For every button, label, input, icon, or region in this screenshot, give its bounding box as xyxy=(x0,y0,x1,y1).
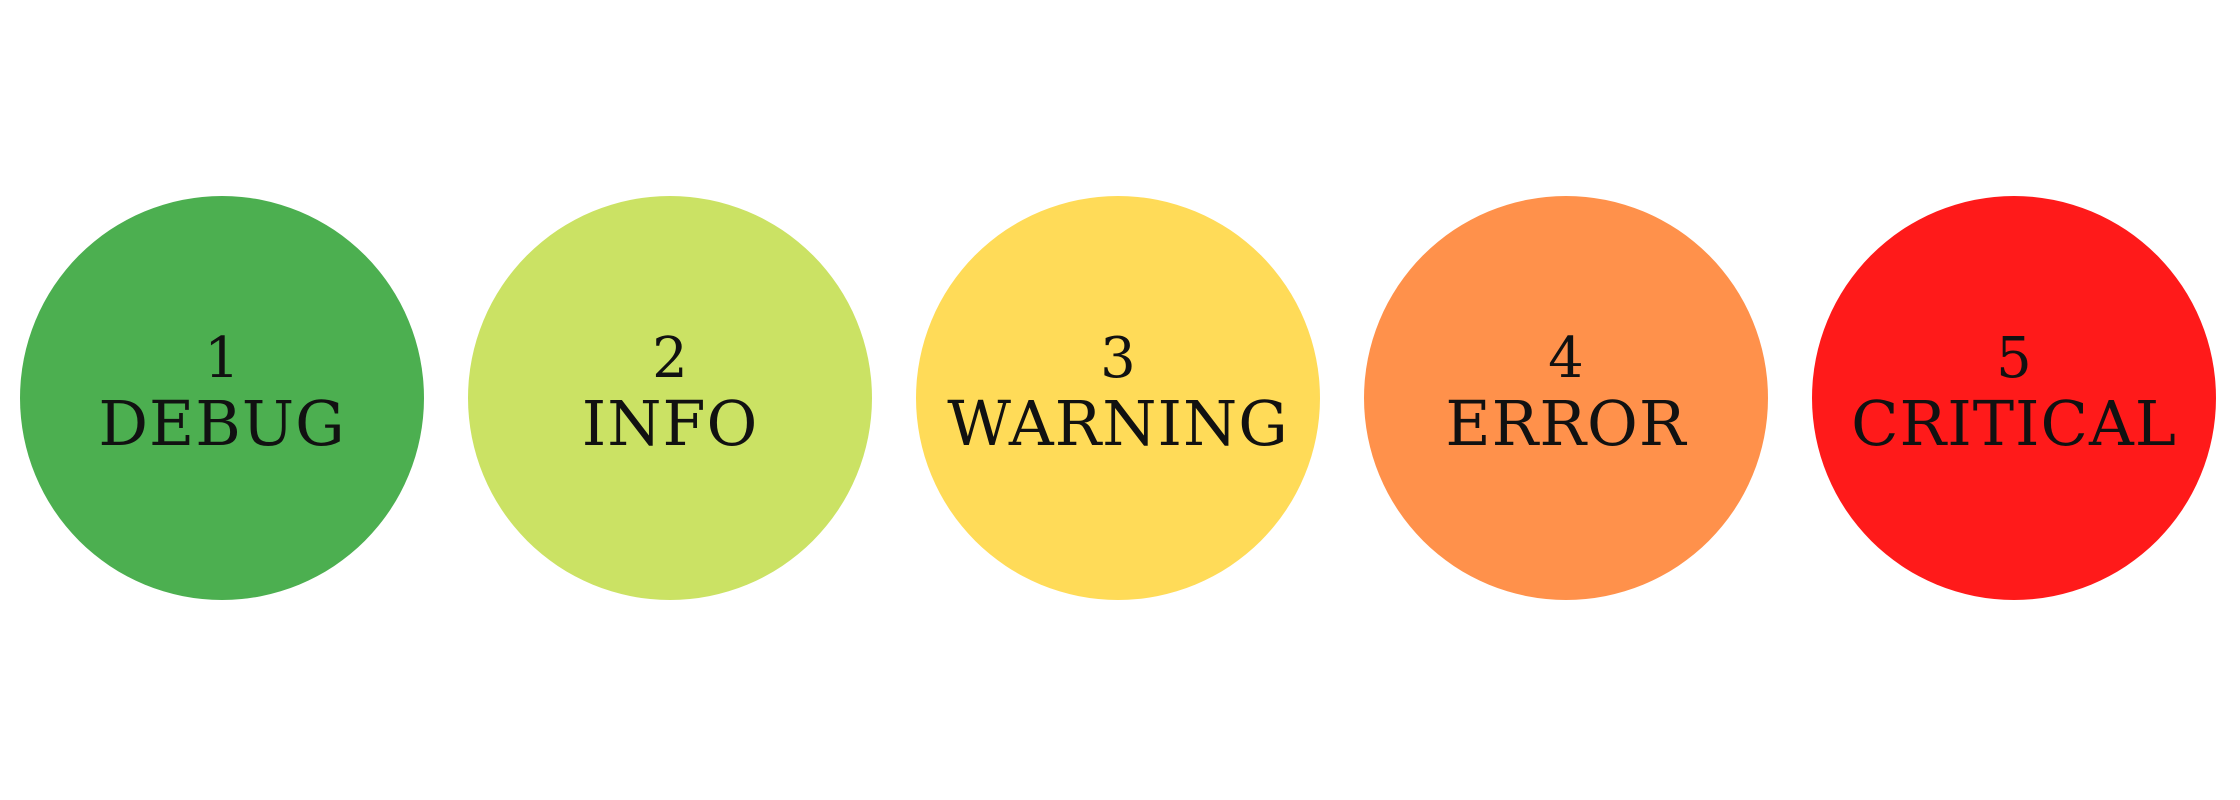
level-name: DEBUG xyxy=(98,387,346,460)
level-number: 3 xyxy=(1100,326,1136,391)
level-critical-circle: 5 CRITICAL xyxy=(1812,196,2216,600)
level-debug-circle: 1 DEBUG xyxy=(20,196,424,600)
level-warning-circle: 3 WARNING xyxy=(916,196,1320,600)
level-name: WARNING xyxy=(947,387,1289,460)
level-number: 5 xyxy=(1996,326,2032,391)
level-name: ERROR xyxy=(1445,387,1687,460)
level-info-circle: 2 INFO xyxy=(468,196,872,600)
level-number: 2 xyxy=(652,326,688,391)
level-name: INFO xyxy=(581,387,759,460)
level-name: CRITICAL xyxy=(1851,387,2177,460)
level-error-circle: 4 ERROR xyxy=(1364,196,1768,600)
level-number: 1 xyxy=(204,326,240,391)
level-number: 4 xyxy=(1548,326,1584,391)
